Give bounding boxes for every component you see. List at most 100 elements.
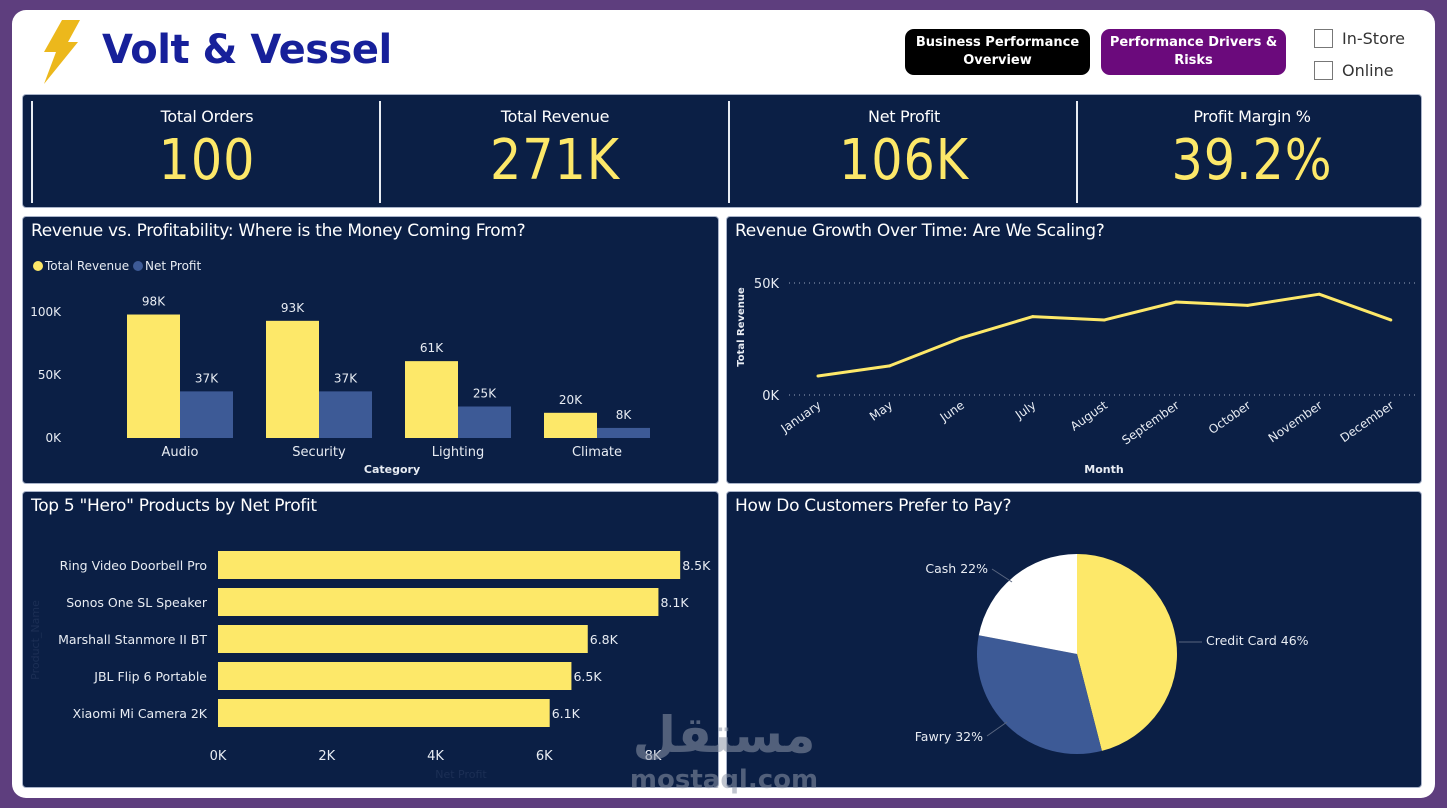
line-point xyxy=(1174,300,1178,304)
line-point xyxy=(1317,292,1321,296)
slicer-online[interactable]: Online xyxy=(1314,61,1394,80)
legend-marker xyxy=(133,261,143,271)
product-label: Sonos One SL Speaker xyxy=(66,595,208,610)
payment-methods-panel[interactable]: How Do Customers Prefer to Pay? Credit C… xyxy=(726,491,1422,788)
panel-title: How Do Customers Prefer to Pay? xyxy=(735,496,1012,516)
pie-slice-credit-card xyxy=(1077,554,1177,751)
kpi-net-profit: Net Profit 106K xyxy=(730,95,1078,209)
y-tick-label: 0K xyxy=(45,431,62,445)
nav-performance-drivers-risks-button[interactable]: Performance Drivers & Risks xyxy=(1101,29,1286,75)
x-tick-label: September xyxy=(1119,398,1181,448)
pie-slice-fawry xyxy=(977,635,1102,754)
data-label: 6.1K xyxy=(552,706,581,721)
panel-title: Top 5 "Hero" Products by Net Profit xyxy=(31,496,317,516)
kpi-divider xyxy=(1076,101,1078,203)
x-tick-label: January xyxy=(778,398,824,436)
data-label: 37K xyxy=(334,371,358,385)
revenue-line xyxy=(817,292,1392,378)
bar-net-profit xyxy=(319,391,372,438)
x-tick-label: Audio xyxy=(162,445,199,460)
slicer-in-store[interactable]: In-Store xyxy=(1314,29,1405,48)
slice-label: Cash 22% xyxy=(925,561,988,576)
data-label: 6.8K xyxy=(590,632,619,647)
data-label: 61K xyxy=(420,341,444,355)
hero-bar xyxy=(218,699,550,727)
bar-net-profit xyxy=(180,391,233,438)
payment-methods-chart[interactable]: Credit Card 46% Fawry 32% Cash 22% xyxy=(727,492,1422,788)
line-point xyxy=(1102,318,1106,322)
kpi-total-revenue: Total Revenue 271K xyxy=(381,95,729,209)
kpi-profit-margin: Profit Margin % 39.2% xyxy=(1078,95,1426,209)
kpi-strip: Total Orders 100 Total Revenue 271K Net … xyxy=(22,94,1422,208)
product-label: Ring Video Doorbell Pro xyxy=(60,558,207,573)
data-label: 8.1K xyxy=(660,595,689,610)
line-point xyxy=(1389,318,1393,322)
kpi-value: 100 xyxy=(158,128,256,193)
bar-total-revenue xyxy=(405,361,458,438)
slice-label: Credit Card 46% xyxy=(1206,633,1309,648)
x-tick-label: 6K xyxy=(536,749,553,764)
kpi-total-orders: Total Orders 100 xyxy=(33,95,381,209)
slicer-online-label: Online xyxy=(1342,61,1394,80)
brand-title: Volt & Vessel xyxy=(102,27,392,73)
revenue-growth-panel[interactable]: Revenue Growth Over Time: Are We Scaling… xyxy=(726,216,1422,484)
x-tick-label: Security xyxy=(292,445,346,460)
y-axis-title: Product_Name xyxy=(29,600,42,680)
kpi-divider xyxy=(728,101,730,203)
x-tick-label: December xyxy=(1338,398,1397,445)
y-tick-label: 0K xyxy=(762,389,779,404)
x-tick-label: July xyxy=(1012,398,1039,422)
product-label: Xiaomi Mi Camera 2K xyxy=(73,706,208,721)
revenue-growth-chart[interactable]: 0K 50K Total Revenue January May June July Augu… xyxy=(727,217,1422,484)
x-tick-label: 4K xyxy=(427,749,444,764)
data-label: 8.5K xyxy=(682,558,711,573)
hero-products-panel[interactable]: Top 5 "Hero" Products by Net Profit Ring… xyxy=(22,491,719,788)
slice-label: Fawry 32% xyxy=(915,729,983,744)
y-tick-label: 50K xyxy=(754,277,780,292)
hero-products-chart[interactable]: Ring Video Doorbell Pro 8.5K Sonos One SL … xyxy=(23,492,719,788)
pie-slice-cash xyxy=(978,554,1077,654)
lightning-bolt-icon xyxy=(44,20,80,84)
data-label: 20K xyxy=(559,393,583,407)
revenue-vs-profit-panel[interactable]: Revenue vs. Profitability: Where is the … xyxy=(22,216,719,484)
x-axis-title: Category xyxy=(364,463,420,476)
legend-label: Net Profit xyxy=(145,259,201,273)
panel-title: Revenue Growth Over Time: Are We Scaling… xyxy=(735,221,1105,241)
slicer-in-store-label: In-Store xyxy=(1342,29,1405,48)
y-tick-label: 100K xyxy=(30,305,62,319)
revenue-vs-profit-chart[interactable]: Total Revenue Net Profit 0K 50K 100K 98K 37K Au… xyxy=(23,217,719,484)
bar-total-revenue xyxy=(544,412,597,438)
leader-line xyxy=(986,721,1008,737)
bar-total-revenue xyxy=(266,320,319,438)
x-tick-label: October xyxy=(1206,398,1253,437)
checkbox-online[interactable] xyxy=(1314,61,1333,80)
data-label: 93K xyxy=(281,301,305,315)
leader-line xyxy=(991,568,1013,583)
x-tick-label: 2K xyxy=(318,749,335,764)
nav-business-performance-overview-button[interactable]: Business Performance Overview xyxy=(905,29,1090,75)
line-point xyxy=(888,364,892,368)
kpi-divider xyxy=(379,101,381,203)
data-label: 37K xyxy=(195,371,219,385)
line-point xyxy=(816,374,820,378)
kpi-value: 271K xyxy=(490,128,620,193)
x-tick-label: November xyxy=(1266,398,1325,445)
x-tick-label: May xyxy=(867,398,895,424)
x-tick-label: Climate xyxy=(572,445,622,460)
kpi-value: 39.2% xyxy=(1171,128,1333,193)
kpi-label: Net Profit xyxy=(868,107,940,126)
data-label: 25K xyxy=(473,387,497,401)
kpi-label: Total Orders xyxy=(160,107,254,126)
data-label: 98K xyxy=(142,295,166,309)
line-point xyxy=(1246,303,1250,307)
hero-bar xyxy=(218,625,588,653)
x-tick-label: 8K xyxy=(645,749,662,764)
kpi-label: Profit Margin % xyxy=(1193,107,1311,126)
kpi-value: 106K xyxy=(839,128,969,193)
product-label: Marshall Stanmore II BT xyxy=(58,632,207,647)
legend-label: Total Revenue xyxy=(44,259,129,273)
hero-bar xyxy=(218,662,572,690)
checkbox-in-store[interactable] xyxy=(1314,29,1333,48)
product-label: JBL Flip 6 Portable xyxy=(93,669,207,684)
x-axis-title: Month xyxy=(1084,463,1123,476)
